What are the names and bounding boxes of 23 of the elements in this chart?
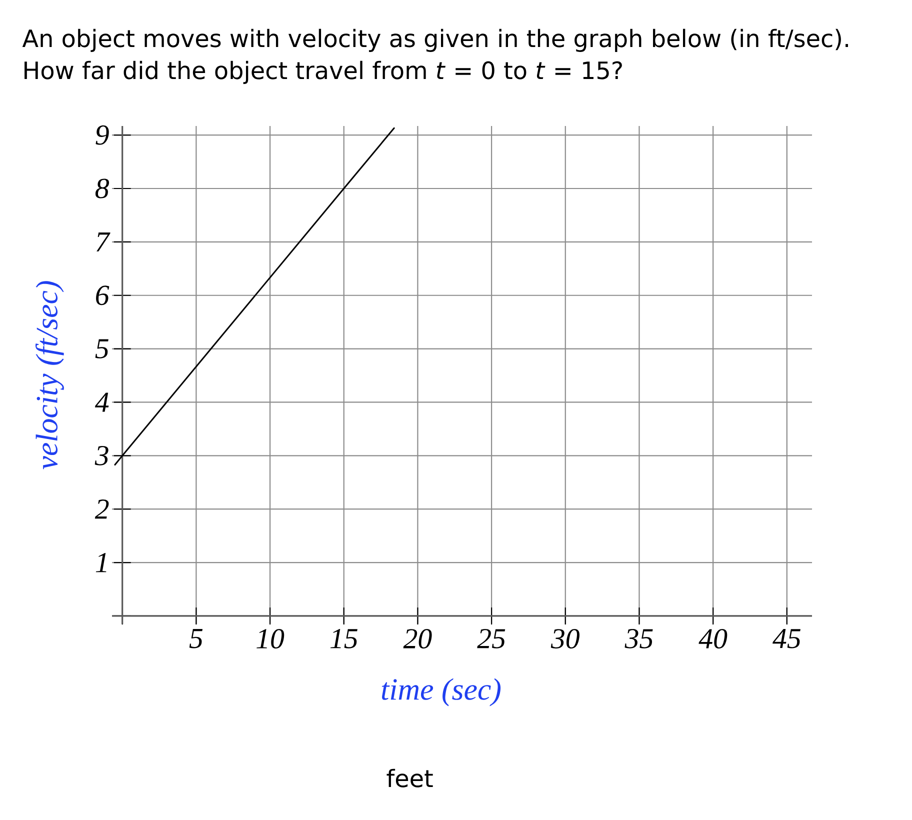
chart-title: An object moves with velocity as given in the graph below (in ft/sec).	[22, 28, 848, 52]
x-tick-label: 15	[330, 628, 358, 648]
y-tick-label: 4	[94, 392, 109, 412]
y-tick-label: 2	[94, 500, 109, 519]
x-tick-label: 40	[698, 628, 728, 648]
y-axis-title: velocity (ft/sec)	[35, 281, 64, 470]
x-tick-label: 20	[403, 628, 432, 648]
y-tick-label: 6	[96, 286, 110, 306]
x-tick-label: 25	[477, 628, 506, 648]
x-axis-title: time (sec)	[382, 678, 501, 706]
y-tick-label: 8	[95, 178, 109, 198]
text: feet	[386, 768, 433, 788]
x-tick-label: 30	[550, 628, 580, 648]
x-tick-label: 10	[256, 628, 284, 648]
chart-subtitle: How far did the object travel from t = 0 to t = 15?	[24, 60, 622, 84]
y-tick-label: 7	[96, 232, 110, 252]
y-tick-label: 1	[96, 552, 106, 572]
y-tick-label: 3	[94, 446, 108, 466]
x-tick-label: 45	[772, 628, 800, 648]
y-tick-label: 9	[96, 125, 109, 145]
y-tick-label: 5	[95, 339, 108, 358]
x-tick-label: 35	[624, 628, 653, 648]
x-tick-label: 5	[189, 628, 203, 648]
